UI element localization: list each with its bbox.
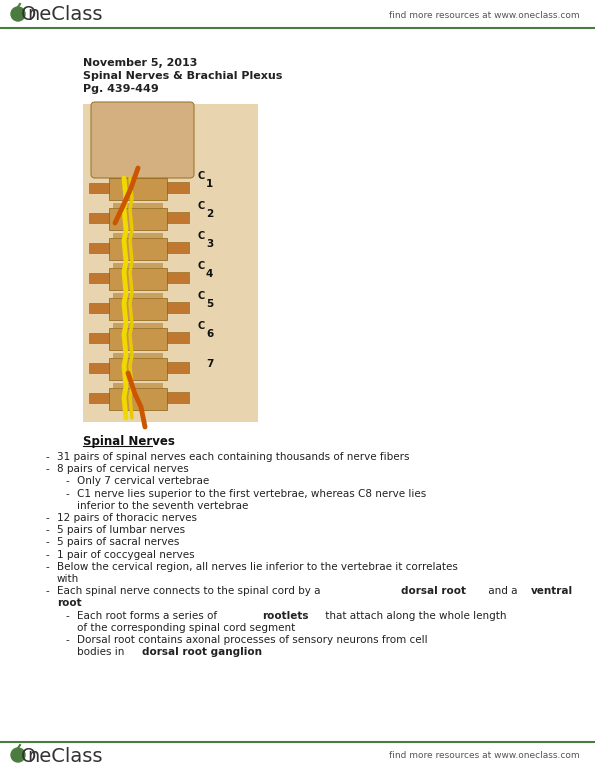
Bar xyxy=(89,363,109,373)
Text: ventral: ventral xyxy=(531,586,574,596)
Text: -: - xyxy=(46,550,50,560)
Bar xyxy=(167,182,189,193)
Text: 6: 6 xyxy=(206,329,213,339)
Bar xyxy=(89,333,109,343)
Bar xyxy=(89,303,109,313)
Text: -: - xyxy=(46,586,50,596)
Text: and a: and a xyxy=(485,586,521,596)
Text: 1 pair of coccygeal nerves: 1 pair of coccygeal nerves xyxy=(57,550,195,560)
Circle shape xyxy=(11,748,25,762)
Text: 12 pairs of thoracic nerves: 12 pairs of thoracic nerves xyxy=(57,513,197,523)
Text: -: - xyxy=(46,525,50,535)
Text: root: root xyxy=(57,598,82,608)
Bar xyxy=(83,104,258,422)
Bar xyxy=(167,392,189,403)
Text: -: - xyxy=(66,611,70,621)
Text: 7: 7 xyxy=(206,359,214,369)
Text: dorsal root: dorsal root xyxy=(401,586,466,596)
Text: -: - xyxy=(66,477,70,487)
Bar xyxy=(89,183,109,193)
Text: -: - xyxy=(66,635,70,645)
Bar xyxy=(113,293,163,298)
Bar xyxy=(113,353,163,358)
Text: neClass: neClass xyxy=(27,5,102,25)
Bar xyxy=(113,263,163,268)
Text: Each root forms a series of: Each root forms a series of xyxy=(77,611,220,621)
Text: Spinal Nerves: Spinal Nerves xyxy=(83,435,175,448)
Text: 5 pairs of lumbar nerves: 5 pairs of lumbar nerves xyxy=(57,525,185,535)
Text: neClass: neClass xyxy=(27,746,102,765)
Text: -: - xyxy=(46,464,50,474)
Text: C1 nerve lies superior to the first vertebrae, whereas C8 nerve lies: C1 nerve lies superior to the first vert… xyxy=(77,489,426,499)
Bar xyxy=(109,238,167,260)
Text: Only 7 cervical vertebrae: Only 7 cervical vertebrae xyxy=(77,477,209,487)
Circle shape xyxy=(11,7,25,21)
Bar xyxy=(109,358,167,380)
Bar xyxy=(109,328,167,350)
Bar xyxy=(109,298,167,320)
Text: 8 pairs of cervical nerves: 8 pairs of cervical nerves xyxy=(57,464,189,474)
Bar xyxy=(167,332,189,343)
Bar xyxy=(109,208,167,230)
Text: -: - xyxy=(46,562,50,572)
Bar xyxy=(167,212,189,223)
Text: C: C xyxy=(198,201,205,211)
Text: -: - xyxy=(46,537,50,547)
Bar xyxy=(109,388,167,410)
Text: rootlets: rootlets xyxy=(262,611,308,621)
Text: 4: 4 xyxy=(206,269,214,279)
Bar xyxy=(167,272,189,283)
Text: of the corresponding spinal cord segment: of the corresponding spinal cord segment xyxy=(77,623,295,633)
Text: dorsal root ganglion: dorsal root ganglion xyxy=(142,648,262,658)
Text: -: - xyxy=(66,489,70,499)
Text: inferior to the seventh vertebrae: inferior to the seventh vertebrae xyxy=(77,500,248,511)
Text: Each spinal nerve connects to the spinal cord by a: Each spinal nerve connects to the spinal… xyxy=(57,586,324,596)
Bar xyxy=(89,393,109,403)
Text: 5 pairs of sacral nerves: 5 pairs of sacral nerves xyxy=(57,537,179,547)
Text: O: O xyxy=(21,5,36,25)
Text: that attach along the whole length: that attach along the whole length xyxy=(322,611,506,621)
Text: Dorsal root contains axonal processes of sensory neurons from cell: Dorsal root contains axonal processes of… xyxy=(77,635,428,645)
Bar xyxy=(89,213,109,223)
Bar xyxy=(109,178,167,200)
Bar xyxy=(89,243,109,253)
Bar xyxy=(113,203,163,208)
Text: 1: 1 xyxy=(206,179,213,189)
Bar xyxy=(167,362,189,373)
Text: 3: 3 xyxy=(206,239,213,249)
Bar xyxy=(167,242,189,253)
FancyBboxPatch shape xyxy=(91,102,194,178)
Text: C: C xyxy=(198,261,205,271)
Bar xyxy=(167,302,189,313)
Text: C: C xyxy=(198,321,205,331)
Bar xyxy=(109,268,167,290)
Text: C: C xyxy=(198,291,205,301)
Text: find more resources at www.oneclass.com: find more resources at www.oneclass.com xyxy=(389,11,580,19)
Text: 5: 5 xyxy=(206,299,213,309)
Bar xyxy=(113,383,163,388)
Text: Spinal Nerves & Brachial Plexus: Spinal Nerves & Brachial Plexus xyxy=(83,71,283,81)
Text: November 5, 2013: November 5, 2013 xyxy=(83,58,198,68)
Text: 2: 2 xyxy=(206,209,213,219)
Bar xyxy=(89,273,109,283)
Bar xyxy=(113,233,163,238)
Text: 31 pairs of spinal nerves each containing thousands of nerve fibers: 31 pairs of spinal nerves each containin… xyxy=(57,452,409,462)
Text: C: C xyxy=(198,171,205,181)
Text: find more resources at www.oneclass.com: find more resources at www.oneclass.com xyxy=(389,752,580,761)
Text: Below the cervical region, all nerves lie inferior to the vertebrae it correlate: Below the cervical region, all nerves li… xyxy=(57,562,458,572)
Text: O: O xyxy=(21,746,36,765)
Text: C: C xyxy=(198,231,205,241)
Text: with: with xyxy=(57,574,79,584)
Bar xyxy=(113,323,163,328)
Text: bodies in: bodies in xyxy=(77,648,127,658)
Text: -: - xyxy=(46,513,50,523)
Text: -: - xyxy=(46,452,50,462)
Text: Pg. 439-449: Pg. 439-449 xyxy=(83,84,159,94)
